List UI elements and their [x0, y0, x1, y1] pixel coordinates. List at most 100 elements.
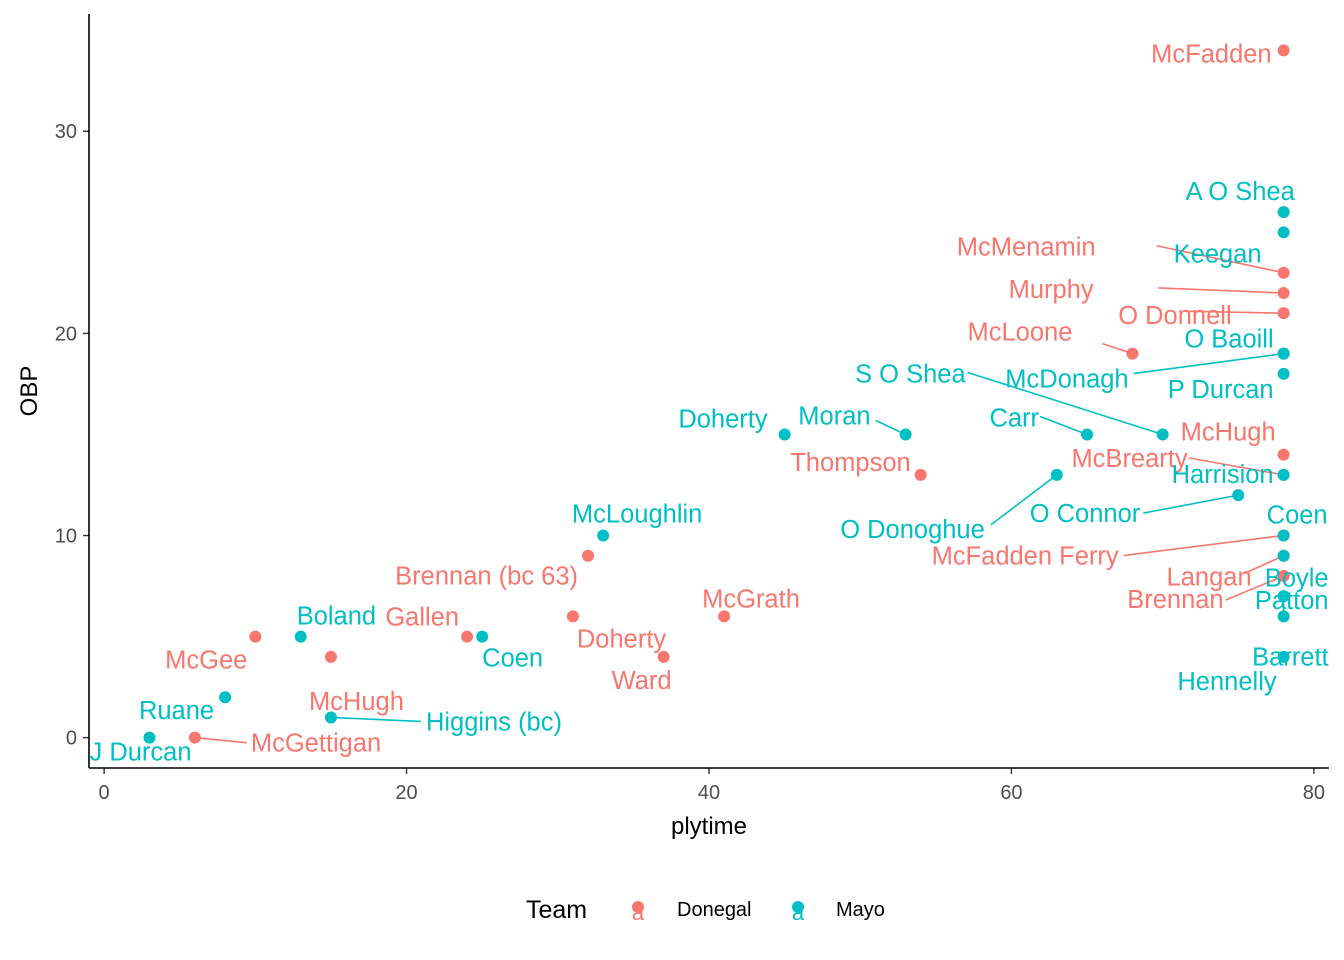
data-point: [778, 428, 791, 441]
point-label: McMenamin: [957, 234, 1096, 262]
point-label: Brennan: [1127, 586, 1223, 614]
point-label: Murphy: [1009, 276, 1094, 304]
point-label: Carr: [989, 404, 1039, 432]
data-point: [1277, 569, 1290, 582]
data-point: [582, 549, 595, 562]
point-label: McGee: [165, 647, 247, 675]
point-label: P Durcan: [1168, 376, 1274, 404]
point-label: Keegan: [1174, 240, 1262, 268]
data-point: [1081, 428, 1094, 441]
point-label: O Donnell: [1118, 302, 1231, 330]
leader-line: [1143, 494, 1239, 514]
data-point: [249, 630, 262, 643]
leader-line: [194, 736, 247, 744]
point-label: Coen: [1267, 502, 1328, 530]
plot-area: 0 20 40 60 80 0 10 20 30 McFadden McMenamin Murph…: [55, 14, 1329, 804]
y-tick-label: 30: [55, 121, 77, 143]
point-label: Doherty: [678, 405, 768, 433]
leader-line: [1225, 575, 1284, 601]
point-label: Ruane: [139, 697, 214, 725]
x-axis-title: plytime: [671, 813, 747, 840]
data-point: [219, 691, 232, 704]
point-label: Gallen: [385, 604, 459, 632]
leader-line: [1156, 244, 1284, 274]
point-label: McLoughlin: [572, 501, 702, 529]
point-label: McHugh: [309, 688, 404, 716]
point-label: Harrision: [1172, 461, 1274, 489]
point-label: Coen: [482, 645, 543, 673]
legend-entries: a Donegal a Mayo: [632, 899, 885, 925]
leader-line: [1188, 457, 1284, 476]
data-point: [597, 529, 610, 542]
point-label: A O Shea: [1186, 178, 1296, 206]
data-point: [1277, 650, 1290, 663]
data-point: [324, 650, 337, 663]
point-label: Patton: [1255, 587, 1329, 615]
leader-line: [1243, 555, 1284, 575]
data-point: [1277, 226, 1290, 239]
leader-line: [967, 371, 1163, 436]
data-point: [1277, 549, 1290, 562]
x-tick-label: 60: [1000, 782, 1022, 804]
point-label: Hennelly: [1177, 668, 1276, 696]
data-point: [1277, 610, 1290, 623]
y-tick-label: 10: [55, 526, 77, 548]
leader-line: [330, 716, 421, 723]
x-tick-label: 40: [698, 782, 720, 804]
data-point: [324, 711, 337, 724]
data-point: [1277, 529, 1290, 542]
x-tick-label: 0: [99, 782, 110, 804]
data-points: [143, 44, 1290, 744]
data-point: [1277, 206, 1290, 219]
legend: Team a Donegal a Mayo: [526, 896, 885, 925]
data-point: [1156, 428, 1169, 441]
point-label: S O Shea: [855, 360, 966, 388]
data-point: [1277, 448, 1290, 461]
data-point: [1277, 307, 1290, 320]
point-label: Brennan (bc 63): [395, 563, 578, 591]
label-leader-lines: [194, 244, 1285, 744]
point-label: Moran: [798, 402, 870, 430]
data-point: [1126, 347, 1139, 360]
data-point: [718, 610, 731, 623]
data-point: [1277, 468, 1290, 481]
point-label: McHugh: [1181, 419, 1276, 447]
point-label: Higgins (bc): [426, 708, 562, 736]
y-tick-label: 0: [66, 728, 77, 750]
point-label: McFadden Ferry: [932, 543, 1119, 571]
y-axis-ticks: 0 10 20 30: [55, 121, 89, 750]
point-label: McGrath: [702, 585, 800, 613]
data-point: [566, 610, 579, 623]
leader-line: [990, 474, 1058, 526]
legend-key-glyph: a: [632, 900, 645, 925]
data-point: [188, 731, 201, 744]
x-axis-ticks: 0 20 40 60 80: [99, 768, 1325, 804]
point-label: Boyle: [1265, 565, 1329, 593]
leader-line: [1039, 415, 1088, 436]
point-label: McLoone: [968, 319, 1073, 347]
point-label: Barrett: [1252, 643, 1329, 671]
legend-label: Donegal: [677, 899, 752, 921]
data-point: [476, 630, 489, 643]
point-label: Thompson: [790, 449, 910, 477]
data-point: [1232, 489, 1245, 502]
data-point: [899, 428, 912, 441]
point-label: Langan: [1167, 564, 1252, 592]
point-labels: McFadden McMenamin Murphy O Donnell McLoone M…: [89, 40, 1328, 766]
leader-line: [1123, 534, 1284, 557]
data-point: [1277, 367, 1290, 380]
leader-line: [1158, 287, 1284, 294]
point-label: O Baoill: [1184, 326, 1273, 354]
legend-key-glyph: a: [792, 900, 805, 925]
data-point: [1277, 286, 1290, 299]
data-point: [1050, 468, 1063, 481]
legend-key-point: [792, 901, 804, 913]
leader-line: [1183, 310, 1284, 314]
y-tick-label: 20: [55, 323, 77, 345]
legend-key-point: [632, 901, 644, 913]
point-label: McBrearty: [1071, 445, 1187, 473]
x-tick-label: 80: [1303, 782, 1325, 804]
data-point: [1277, 347, 1290, 360]
legend-label: Mayo: [836, 899, 885, 921]
